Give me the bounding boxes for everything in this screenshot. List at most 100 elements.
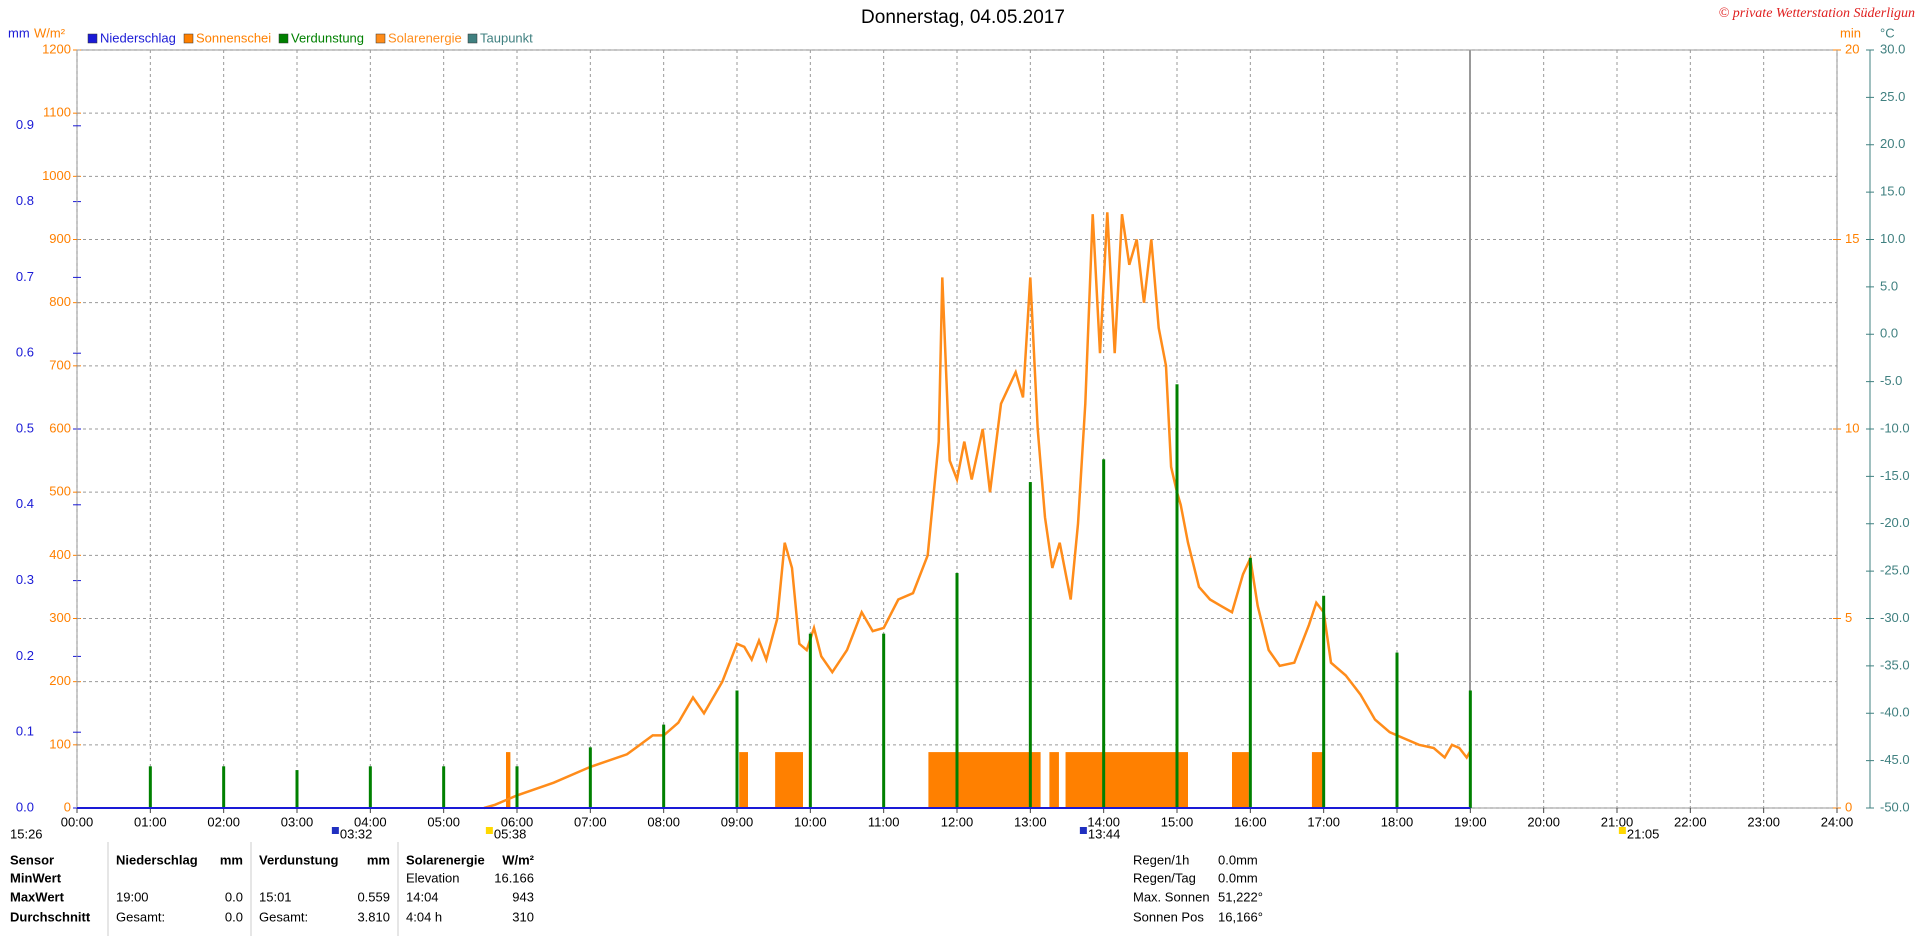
table-cell: Sensor	[10, 852, 54, 867]
legend-swatch	[278, 33, 289, 44]
y-tick-label: 20	[1845, 41, 1859, 56]
status-label: Sonnen Pos	[1133, 909, 1204, 924]
axis-unit: °C	[1880, 25, 1895, 40]
spike	[295, 770, 299, 808]
spike	[808, 633, 812, 808]
y-tick-label: 0.4	[16, 496, 34, 511]
y-tick-label: 10.0	[1880, 231, 1905, 246]
x-tick-label: 05:00	[427, 814, 460, 829]
spike	[1322, 595, 1326, 808]
y-tick-label: -35.0	[1880, 657, 1910, 672]
table-cell: Durchschnitt	[10, 909, 91, 924]
annotation-label: 05:38	[494, 826, 527, 841]
annotation-label: 21:05	[1627, 826, 1660, 841]
x-tick-label: 12:00	[941, 814, 974, 829]
spike	[1175, 384, 1179, 808]
y-tick-label: 0.1	[16, 724, 34, 739]
x-tick-label: 17:00	[1307, 814, 1340, 829]
spike	[1248, 557, 1252, 808]
table-cell: Niederschlag	[116, 852, 198, 867]
y-tick-label: 800	[49, 294, 71, 309]
legend-swatch	[375, 33, 386, 44]
y-tick-label: 900	[49, 231, 71, 246]
legend-swatch	[467, 33, 478, 44]
x-tick-label: 02:00	[207, 814, 240, 829]
y-tick-label: 0.7	[16, 269, 34, 284]
x-tick-label: 11:00	[868, 814, 900, 829]
y-tick-label: 100	[49, 736, 71, 751]
sun-bar	[739, 752, 748, 808]
y-tick-label: 1100	[43, 105, 71, 120]
x-tick-label: 13:00	[1014, 814, 1047, 829]
y-tick-label: 5	[1845, 610, 1852, 625]
y-tick-label: -30.0	[1880, 610, 1910, 625]
spike	[1395, 652, 1399, 808]
spike	[442, 766, 446, 808]
y-tick-label: -10.0	[1880, 420, 1910, 435]
table-cell: W/m²	[502, 852, 534, 867]
x-tick-label: 21:00	[1601, 814, 1634, 829]
sun-bar	[1065, 752, 1188, 808]
y-tick-label: 0.3	[16, 572, 34, 587]
table-cell: 943	[512, 889, 534, 904]
x-tick-label: 06:00	[501, 814, 534, 829]
table-cell: Gesamt:	[116, 909, 165, 924]
y-tick-label: 200	[49, 673, 71, 688]
y-tick-label: -25.0	[1880, 563, 1910, 578]
table-cell: Gesamt:	[259, 909, 308, 924]
y-tick-label: -45.0	[1880, 752, 1910, 767]
table-cell: Solarenergie	[406, 852, 485, 867]
x-tick-label: 22:00	[1674, 814, 1707, 829]
x-tick-label: 08:00	[647, 814, 680, 829]
annotation-label: 03:32	[340, 826, 373, 841]
y-tick-label: 500	[49, 484, 71, 499]
sun-bar	[928, 752, 1041, 808]
y-tick-label: 15.0	[1880, 184, 1905, 199]
table-cell: 16.166	[494, 870, 534, 885]
y-tick-label: 400	[49, 547, 71, 562]
legend-label: Niederschlag	[100, 30, 176, 45]
status-label: Regen/1h	[1133, 852, 1189, 867]
y-tick-label: 300	[49, 610, 71, 625]
table-cell: MaxWert	[10, 889, 65, 904]
y-tick-label: 0	[1845, 799, 1852, 814]
sun-bar	[506, 752, 511, 808]
y-tick-label: 700	[49, 357, 71, 372]
y-tick-label: 600	[49, 420, 71, 435]
y-tick-label: -15.0	[1880, 468, 1910, 483]
y-tick-label: 0.6	[16, 345, 34, 360]
y-tick-label: -50.0	[1880, 799, 1910, 814]
x-tick-label: 10:00	[794, 814, 827, 829]
status-value: 51,222°	[1218, 889, 1263, 904]
table-cell: 14:04	[406, 889, 439, 904]
y-tick-label: 10	[1845, 420, 1859, 435]
table-cell: 0.0	[225, 889, 243, 904]
moon-label: 15:26	[10, 826, 43, 841]
y-tick-label: 0.8	[16, 193, 34, 208]
status-label: Max. Sonnen	[1133, 889, 1210, 904]
table-cell: Verdunstung	[259, 852, 339, 867]
table-cell: MinWert	[10, 870, 62, 885]
spike	[955, 573, 959, 808]
legend-label: Sonnenschei	[196, 30, 271, 45]
y-tick-label: 0.0	[1880, 326, 1898, 341]
y-tick-label: 0.0	[16, 799, 34, 814]
annotation-marker	[331, 827, 339, 834]
x-tick-label: 24:00	[1821, 814, 1854, 829]
annotation-marker	[1618, 827, 1626, 834]
axis-unit: mm	[8, 25, 30, 40]
spike	[588, 747, 592, 808]
table-cell: 0.559	[357, 889, 390, 904]
axis-unit: min	[1840, 25, 1861, 40]
chart-title: Donnerstag, 04.05.2017	[861, 7, 1065, 28]
y-tick-label: 1200	[42, 41, 71, 56]
sun-bar	[1232, 752, 1249, 808]
table-cell: 4:04 h	[406, 909, 442, 924]
table-cell: 0.0	[225, 909, 243, 924]
table-cell: 3.810	[357, 909, 390, 924]
y-tick-label: 20.0	[1880, 136, 1905, 151]
table-cell: mm	[367, 852, 390, 867]
x-tick-label: 18:00	[1381, 814, 1414, 829]
status-value: 0.0mm	[1218, 870, 1258, 885]
axis-unit: W/m²	[34, 25, 66, 40]
